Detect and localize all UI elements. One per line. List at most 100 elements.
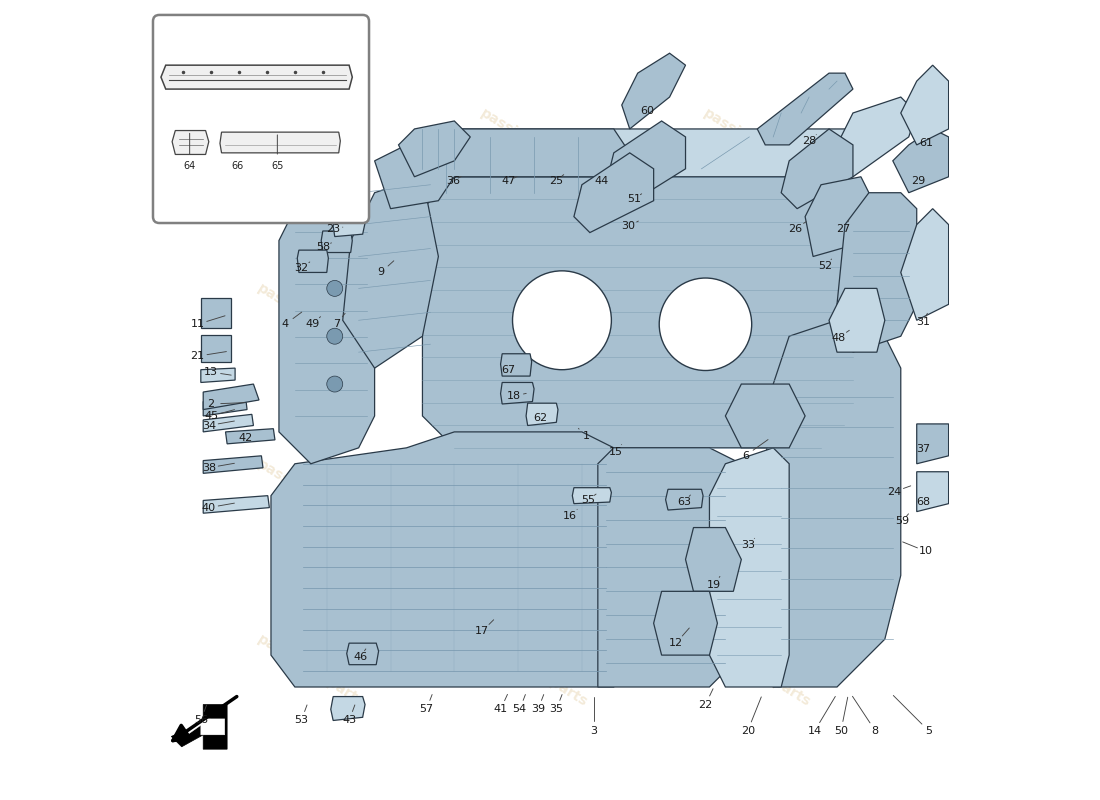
Polygon shape: [710, 448, 789, 687]
Text: 53: 53: [295, 715, 308, 726]
Text: 50: 50: [834, 726, 848, 736]
Polygon shape: [500, 382, 535, 404]
Text: 24: 24: [888, 486, 902, 497]
Text: 9: 9: [377, 267, 385, 278]
Text: passionforparts: passionforparts: [255, 632, 367, 710]
Text: 45: 45: [205, 411, 218, 421]
Text: 32: 32: [294, 263, 308, 274]
Text: 67: 67: [502, 365, 516, 374]
Polygon shape: [333, 217, 365, 237]
Polygon shape: [574, 153, 653, 233]
Polygon shape: [204, 456, 263, 474]
Polygon shape: [916, 424, 948, 464]
Text: 15: 15: [608, 447, 623, 457]
Polygon shape: [201, 334, 231, 362]
Text: 8: 8: [871, 726, 879, 736]
Text: 6: 6: [741, 451, 749, 461]
Text: 65: 65: [272, 161, 284, 171]
Polygon shape: [725, 384, 805, 448]
Text: passionforparts: passionforparts: [255, 457, 367, 534]
Polygon shape: [161, 65, 352, 89]
Text: 23: 23: [326, 223, 340, 234]
Text: 63: 63: [676, 497, 691, 507]
Polygon shape: [653, 591, 717, 655]
Text: passionforparts: passionforparts: [255, 106, 367, 183]
Text: 39: 39: [531, 704, 546, 714]
Polygon shape: [343, 177, 439, 368]
Text: 14: 14: [807, 726, 822, 736]
Text: 38: 38: [201, 462, 216, 473]
Circle shape: [327, 328, 343, 344]
Polygon shape: [597, 448, 741, 687]
Text: passionforparts: passionforparts: [701, 106, 813, 183]
Text: passionforparts: passionforparts: [477, 106, 591, 183]
Polygon shape: [805, 177, 877, 257]
Polygon shape: [666, 490, 703, 510]
Text: 49: 49: [306, 319, 320, 330]
Polygon shape: [346, 643, 378, 665]
Text: 3: 3: [591, 726, 597, 736]
Polygon shape: [331, 697, 365, 721]
Polygon shape: [220, 132, 340, 153]
Text: 2: 2: [208, 399, 214, 409]
Text: 34: 34: [201, 421, 216, 430]
Text: 28: 28: [802, 136, 816, 146]
Text: 47: 47: [502, 176, 516, 186]
Text: 27: 27: [836, 223, 850, 234]
Text: 21: 21: [190, 351, 205, 361]
Text: 68: 68: [916, 497, 931, 507]
Polygon shape: [321, 231, 352, 253]
Text: 26: 26: [789, 223, 803, 234]
Text: 64: 64: [184, 161, 196, 171]
Text: 10: 10: [920, 546, 933, 557]
Text: 4: 4: [282, 319, 289, 330]
Text: passionforparts: passionforparts: [255, 282, 367, 359]
Polygon shape: [757, 320, 901, 687]
Polygon shape: [407, 129, 869, 177]
Text: passionforparts: passionforparts: [477, 632, 591, 710]
Polygon shape: [893, 129, 948, 193]
Text: 43: 43: [342, 715, 356, 726]
Text: 36: 36: [446, 176, 460, 186]
Text: 31: 31: [916, 317, 931, 327]
Circle shape: [659, 278, 751, 370]
Polygon shape: [182, 711, 224, 739]
Polygon shape: [204, 396, 248, 416]
Polygon shape: [916, 472, 948, 512]
Text: 48: 48: [832, 333, 846, 343]
Polygon shape: [621, 54, 685, 129]
Text: 30: 30: [621, 222, 635, 231]
Text: 40: 40: [201, 502, 216, 513]
Text: 17: 17: [475, 626, 490, 636]
Text: 55: 55: [581, 494, 595, 505]
Polygon shape: [172, 705, 227, 749]
Circle shape: [327, 376, 343, 392]
Text: 57: 57: [419, 704, 433, 714]
Polygon shape: [757, 73, 852, 145]
Text: 46: 46: [353, 652, 367, 662]
Polygon shape: [901, 65, 948, 145]
Text: 33: 33: [740, 540, 755, 550]
Text: 11: 11: [190, 319, 205, 330]
Text: passionforparts: passionforparts: [701, 282, 813, 359]
Text: 41: 41: [494, 704, 507, 714]
Polygon shape: [204, 496, 270, 514]
Polygon shape: [572, 488, 612, 504]
Polygon shape: [606, 121, 685, 209]
Text: 7: 7: [333, 319, 340, 330]
FancyBboxPatch shape: [153, 15, 368, 223]
Text: 22: 22: [698, 699, 713, 710]
Text: 51: 51: [627, 194, 640, 204]
Text: 54: 54: [513, 704, 527, 714]
Polygon shape: [422, 177, 852, 448]
Text: 13: 13: [205, 367, 218, 377]
Text: 18: 18: [507, 391, 521, 401]
Text: 66: 66: [231, 161, 243, 171]
Text: 1: 1: [582, 431, 590, 441]
Text: 44: 44: [595, 176, 609, 186]
Text: 42: 42: [239, 434, 253, 443]
Text: 19: 19: [706, 580, 721, 590]
Text: 20: 20: [740, 726, 755, 736]
Text: 35: 35: [549, 704, 563, 714]
Text: passionforparts: passionforparts: [701, 632, 813, 710]
